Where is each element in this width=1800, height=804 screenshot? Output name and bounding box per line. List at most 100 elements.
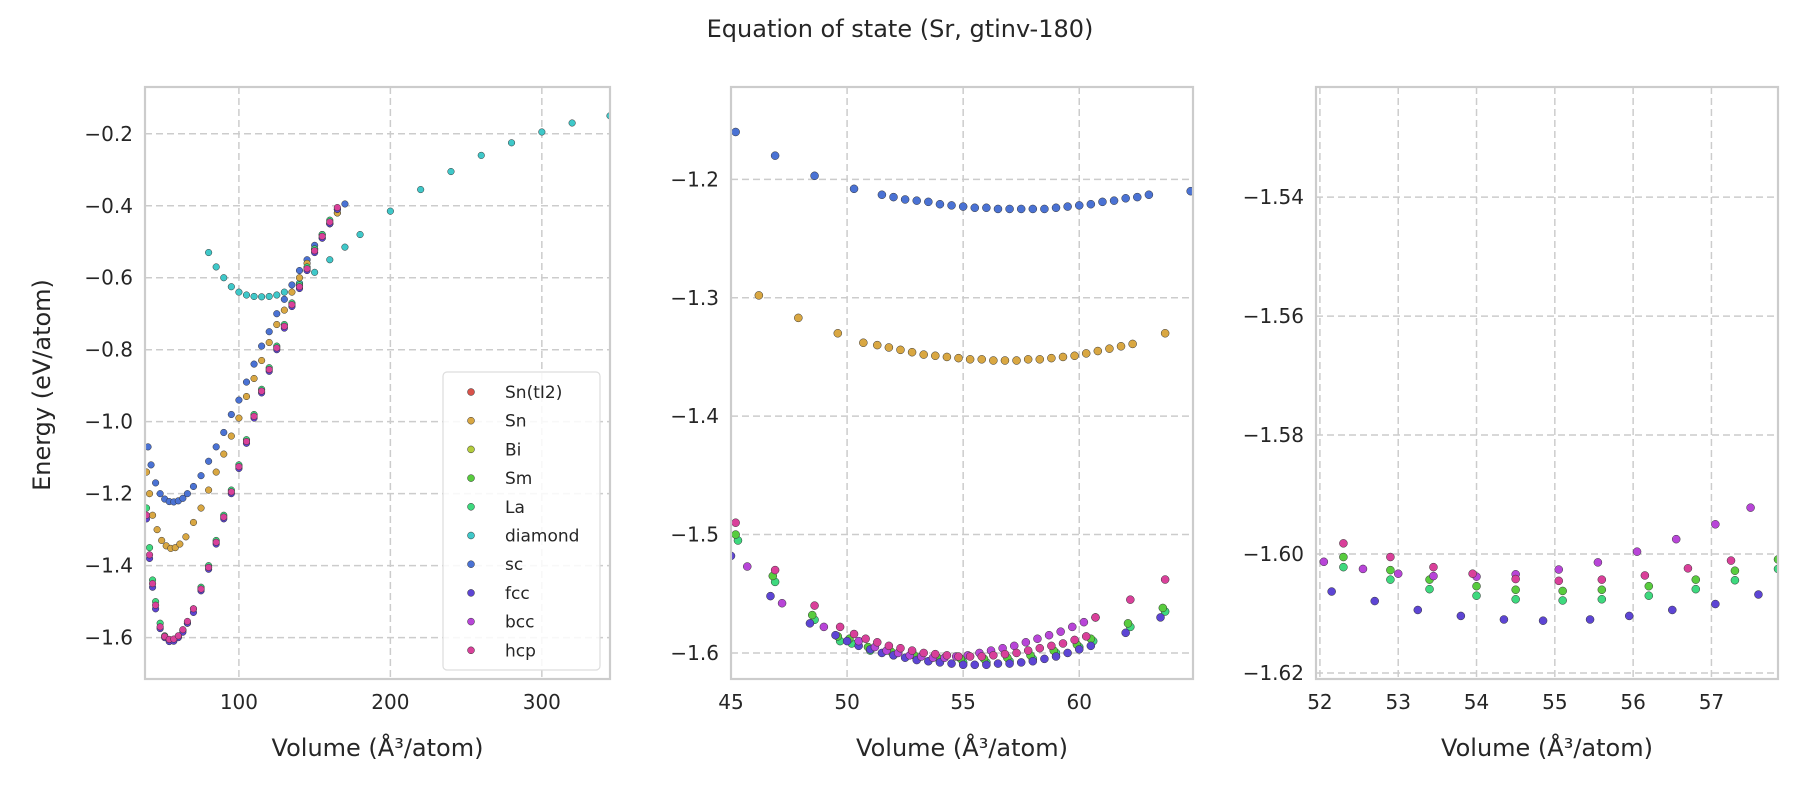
- data-point: [1429, 562, 1438, 572]
- data-point: [242, 392, 251, 401]
- panel-zoom-medium: 45 50 55 60 −1.6 −1.5 −1.4 −1.3 −1.2 Volume (Å³/a…: [670, 85, 1195, 762]
- data-point: [235, 396, 243, 404]
- data-point: [250, 360, 258, 368]
- data-point: [1640, 571, 1650, 580]
- data-point: [1158, 603, 1168, 613]
- data-point: [1121, 194, 1130, 203]
- data-point: [242, 437, 251, 446]
- data-point: [731, 518, 740, 527]
- data-point: [265, 292, 273, 300]
- data-point: [1339, 539, 1348, 548]
- data-point: [220, 274, 228, 282]
- x-axis-label: Volume (Å³/atom): [272, 733, 484, 762]
- data-point: [227, 283, 235, 291]
- data-point: [212, 538, 220, 546]
- axes-frame: [143, 85, 612, 681]
- series-hcp: [1339, 539, 1736, 586]
- data-point: [1730, 566, 1740, 575]
- data-point: [220, 513, 228, 521]
- x-tick-label: 56: [1620, 690, 1645, 714]
- data-point: [989, 651, 998, 660]
- data-point: [318, 232, 326, 240]
- series-sn: [145, 209, 341, 552]
- data-point: [1123, 619, 1133, 628]
- data-point: [947, 659, 956, 668]
- figure-title: Equation of state (Sr, gtinv-180): [707, 15, 1094, 43]
- axes-frame: [1314, 85, 1780, 681]
- data-point: [1086, 641, 1096, 651]
- legend-marker: [467, 589, 475, 597]
- data-point: [1051, 652, 1061, 661]
- data-point: [1033, 634, 1042, 643]
- data-point: [235, 288, 243, 296]
- data-point: [153, 526, 161, 534]
- y-tick-label: −1.56: [1243, 304, 1304, 328]
- data-point: [982, 660, 991, 670]
- data-point: [235, 463, 243, 471]
- y-tick-label: −0.4: [84, 194, 133, 218]
- y-tick-label: −1.54: [1243, 185, 1304, 209]
- data-point: [1691, 575, 1701, 584]
- data-point: [766, 591, 775, 601]
- x-tick-label: 54: [1464, 690, 1489, 714]
- data-point: [1009, 641, 1019, 651]
- y-tick-label: −0.8: [84, 338, 133, 362]
- data-point: [954, 353, 963, 363]
- data-point: [235, 414, 243, 422]
- y-tick-label: −1.0: [84, 410, 133, 434]
- data-point: [341, 200, 349, 208]
- x-tick-label: 50: [834, 690, 859, 714]
- x-tick-label: 52: [1307, 690, 1332, 714]
- data-point: [220, 428, 228, 437]
- legend-label: fcc: [505, 584, 530, 604]
- data-point: [942, 352, 952, 362]
- data-point: [1128, 339, 1137, 349]
- data-point: [250, 412, 258, 420]
- data-point: [568, 119, 576, 127]
- data-point: [273, 291, 281, 299]
- data-point: [770, 151, 780, 160]
- data-point: [1499, 615, 1509, 624]
- data-point: [777, 598, 787, 608]
- data-point: [1593, 558, 1603, 567]
- data-point: [1683, 564, 1693, 573]
- data-point: [288, 301, 296, 309]
- data-point: [145, 544, 154, 552]
- y-tick-label: −1.58: [1243, 423, 1304, 447]
- data-point: [311, 247, 319, 255]
- data-point: [1081, 632, 1091, 641]
- data-point: [1126, 595, 1135, 604]
- data-point: [197, 585, 205, 593]
- data-point: [1098, 197, 1107, 207]
- data-point: [924, 197, 933, 207]
- data-point: [743, 562, 752, 571]
- legend-marker: [467, 617, 475, 626]
- data-point: [954, 652, 963, 661]
- x-tick-label: 57: [1699, 690, 1724, 714]
- data-point: [1644, 591, 1654, 600]
- data-point: [877, 190, 887, 199]
- plot-area: [1316, 87, 1778, 679]
- data-point: [931, 351, 940, 361]
- data-point: [280, 322, 288, 330]
- data-point: [1000, 649, 1010, 659]
- data-points: [731, 127, 1193, 670]
- legend-marker: [467, 560, 475, 568]
- data-point: [873, 638, 882, 647]
- series-hcp: [731, 518, 1170, 661]
- x-tick-label: 200: [371, 690, 409, 714]
- series-fcc: [731, 551, 1165, 670]
- data-point: [805, 619, 815, 628]
- data-point: [280, 306, 288, 314]
- data-point: [1000, 356, 1010, 365]
- data-point: [145, 443, 152, 451]
- data-point: [1511, 574, 1520, 584]
- data-point: [295, 283, 304, 291]
- x-tick-label: 60: [1067, 690, 1092, 714]
- data-point: [288, 288, 296, 296]
- data-point: [1425, 584, 1434, 594]
- panel-zoom-fine: 52 53 54 55 56 57 −1.62 −1.60 −1.58 −1.56 −1.54 Vol…: [1243, 85, 1780, 762]
- legend-label: Sn(tI2): [505, 383, 562, 403]
- data-point: [1040, 204, 1049, 214]
- data-point: [1754, 590, 1763, 599]
